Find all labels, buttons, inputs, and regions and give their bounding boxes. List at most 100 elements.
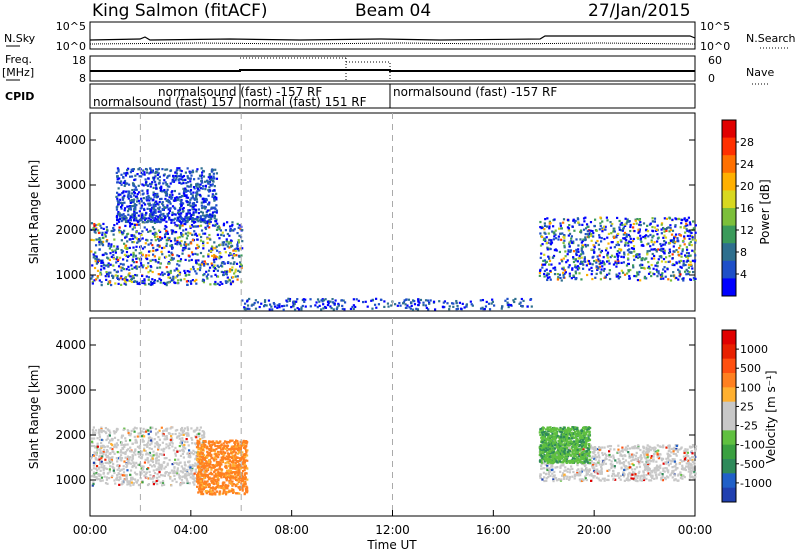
heatmap-cell bbox=[177, 217, 180, 220]
heatmap-cell bbox=[141, 465, 144, 468]
heatmap-cell bbox=[92, 426, 96, 429]
heatmap-cell bbox=[136, 200, 139, 203]
heatmap-cell bbox=[119, 181, 122, 184]
heatmap-cell bbox=[204, 473, 207, 476]
heatmap-cell bbox=[680, 255, 683, 258]
heatmap-cell bbox=[563, 269, 567, 272]
heatmap-cell bbox=[375, 297, 378, 300]
heatmap-cell bbox=[673, 242, 676, 245]
heatmap-cell bbox=[127, 265, 130, 268]
heatmap-cell bbox=[146, 265, 150, 268]
heatmap-cell bbox=[135, 237, 139, 240]
heatmap-cell bbox=[563, 239, 566, 242]
heatmap-cell bbox=[159, 279, 163, 282]
heatmap-cell bbox=[115, 258, 118, 261]
heatmap-cell bbox=[665, 227, 669, 230]
heatmap-cell bbox=[140, 175, 143, 178]
heatmap-cell bbox=[429, 299, 432, 302]
heatmap-cell bbox=[123, 209, 126, 212]
heatmap-cell bbox=[171, 479, 174, 482]
heatmap-cell bbox=[673, 446, 676, 449]
heatmap-cell bbox=[200, 229, 204, 232]
heatmap-cell bbox=[154, 170, 158, 174]
heatmap-cell bbox=[560, 227, 563, 230]
heatmap-cell bbox=[117, 203, 120, 206]
heatmap-cell bbox=[584, 227, 588, 230]
heatmap-cell bbox=[660, 222, 664, 225]
heatmap-cell bbox=[178, 271, 182, 274]
heatmap-cell bbox=[222, 273, 225, 276]
heatmap-cell bbox=[189, 215, 193, 218]
heatmap-cell bbox=[181, 470, 184, 473]
cpid-label: CPID bbox=[5, 90, 34, 103]
heatmap-cell bbox=[628, 277, 631, 280]
heatmap-cell bbox=[552, 225, 555, 228]
heatmap-cell bbox=[334, 299, 337, 302]
heatmap-cell bbox=[234, 268, 237, 271]
heatmap-cell bbox=[645, 257, 648, 260]
heatmap-cell bbox=[170, 251, 173, 254]
heatmap-cell bbox=[104, 454, 108, 457]
heatmap-cell bbox=[158, 443, 162, 447]
heatmap-cell bbox=[220, 468, 224, 471]
heatmap-cell bbox=[224, 485, 228, 488]
heatmap-cell bbox=[183, 440, 187, 443]
heatmap-cell bbox=[158, 475, 161, 478]
heatmap-cell bbox=[121, 250, 125, 253]
heatmap-cell bbox=[145, 217, 148, 220]
heatmap-cell bbox=[135, 217, 138, 220]
heatmap-cell bbox=[167, 444, 170, 448]
heatmap-cell bbox=[554, 248, 557, 251]
heatmap-cell bbox=[121, 204, 124, 207]
heatmap-cell bbox=[158, 244, 161, 247]
heatmap-cell bbox=[183, 443, 186, 446]
heatmap-cell bbox=[160, 426, 163, 429]
heatmap-cell bbox=[176, 274, 180, 277]
heatmap-cell bbox=[125, 462, 128, 465]
heatmap-cell bbox=[171, 442, 174, 445]
heatmap-cell bbox=[226, 487, 229, 490]
heatmap-cell bbox=[145, 198, 148, 201]
heatmap-cell bbox=[230, 456, 234, 459]
heatmap-cell bbox=[140, 233, 143, 236]
heatmap-cell bbox=[646, 449, 649, 453]
heatmap-cell bbox=[106, 455, 109, 458]
heatmap-cell bbox=[202, 197, 205, 200]
heatmap-cell bbox=[456, 307, 460, 310]
heatmap-cell bbox=[202, 185, 205, 188]
heatmap-cell bbox=[577, 267, 581, 270]
heatmap-cell bbox=[203, 264, 206, 267]
heatmap-cell bbox=[214, 273, 217, 276]
heatmap-cell bbox=[212, 458, 215, 461]
heatmap-cell bbox=[579, 229, 583, 232]
heatmap-cell bbox=[126, 458, 129, 462]
heatmap-cell bbox=[546, 248, 549, 251]
heatmap-cell bbox=[671, 218, 674, 221]
heatmap-cell bbox=[182, 433, 185, 437]
power-heatmap bbox=[90, 167, 697, 311]
heatmap-cell bbox=[631, 239, 635, 243]
heatmap-cell bbox=[653, 226, 657, 229]
heatmap-cell bbox=[90, 457, 93, 460]
heatmap-cell bbox=[165, 255, 168, 258]
heatmap-cell bbox=[617, 277, 620, 280]
heatmap-cell bbox=[321, 300, 324, 303]
heatmap-cell bbox=[241, 247, 244, 250]
heatmap-cell bbox=[174, 429, 177, 432]
heatmap-cell bbox=[638, 253, 641, 256]
noise-strip bbox=[89, 21, 696, 50]
heatmap-cell bbox=[674, 235, 677, 239]
heatmap-cell bbox=[141, 214, 144, 217]
heatmap-cell bbox=[105, 476, 108, 479]
heatmap-cell bbox=[224, 229, 228, 232]
nave-label: Nave bbox=[746, 66, 774, 79]
heatmap-cell bbox=[231, 223, 234, 227]
heatmap-cell bbox=[178, 175, 182, 178]
heatmap-cell bbox=[177, 175, 180, 178]
heatmap-cell bbox=[690, 244, 693, 247]
heatmap-cell bbox=[140, 197, 143, 200]
heatmap-cell bbox=[133, 426, 137, 429]
heatmap-cell bbox=[562, 276, 565, 279]
heatmap-cell bbox=[143, 282, 146, 285]
heatmap-cell bbox=[239, 475, 242, 478]
